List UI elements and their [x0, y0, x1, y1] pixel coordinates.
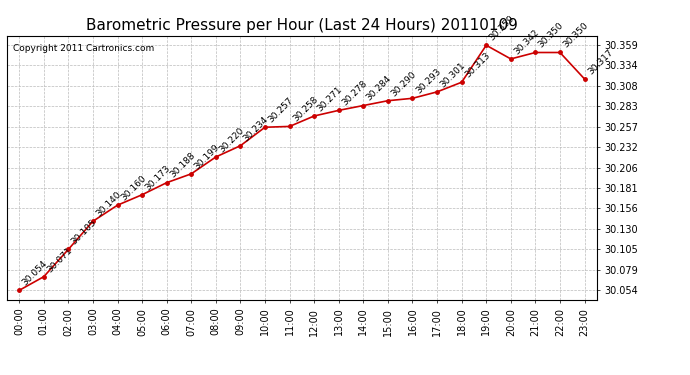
Text: 30.313: 30.313	[463, 51, 492, 80]
Text: 30.188: 30.188	[168, 151, 197, 180]
Text: 30.105: 30.105	[70, 218, 99, 247]
Text: 30.359: 30.359	[488, 14, 516, 42]
Text: 30.258: 30.258	[291, 95, 319, 124]
Text: 30.234: 30.234	[241, 114, 270, 143]
Text: 30.199: 30.199	[193, 142, 221, 171]
Text: 30.301: 30.301	[438, 60, 467, 89]
Text: 30.290: 30.290	[389, 69, 418, 98]
Text: 30.293: 30.293	[414, 67, 442, 96]
Text: 30.342: 30.342	[512, 28, 541, 56]
Text: 30.173: 30.173	[144, 163, 172, 192]
Text: 30.271: 30.271	[315, 85, 344, 113]
Text: 30.284: 30.284	[365, 74, 393, 103]
Text: 30.350: 30.350	[562, 21, 590, 50]
Text: 30.257: 30.257	[266, 96, 295, 124]
Text: 30.350: 30.350	[537, 21, 566, 50]
Text: 30.054: 30.054	[21, 259, 49, 288]
Text: 30.220: 30.220	[217, 126, 246, 154]
Title: Barometric Pressure per Hour (Last 24 Hours) 20110109: Barometric Pressure per Hour (Last 24 Ho…	[86, 18, 518, 33]
Text: Copyright 2011 Cartronics.com: Copyright 2011 Cartronics.com	[13, 44, 154, 52]
Text: 30.140: 30.140	[95, 190, 123, 219]
Text: 30.317: 30.317	[586, 48, 615, 76]
Text: 30.278: 30.278	[340, 79, 368, 108]
Text: 30.071: 30.071	[45, 245, 74, 274]
Text: 30.160: 30.160	[119, 174, 148, 202]
